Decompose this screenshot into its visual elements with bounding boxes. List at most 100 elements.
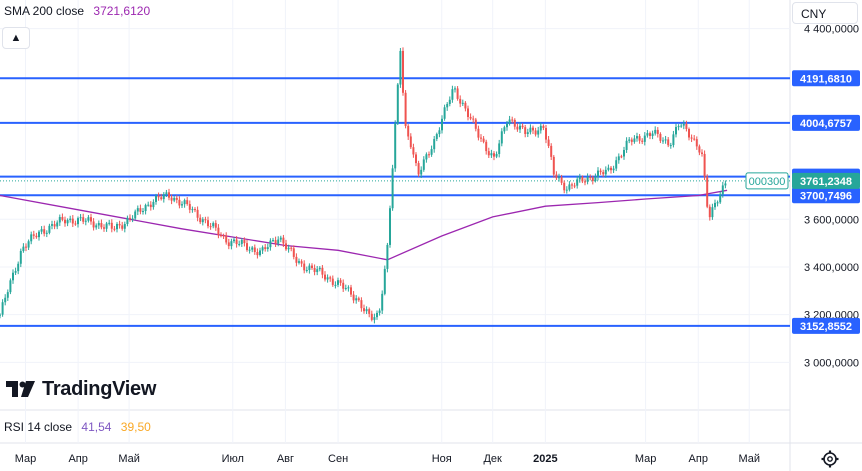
candle-body (623, 149, 625, 157)
x-tick-label: Мар (635, 453, 657, 465)
candle-body (248, 249, 251, 251)
candle-body (53, 224, 56, 227)
candle-body (240, 239, 243, 244)
level-label-bg (792, 187, 860, 204)
candle-body (417, 163, 420, 175)
candle-body (391, 168, 394, 209)
candle-body (641, 140, 644, 142)
candle-body (425, 154, 428, 160)
level-label: 3700,7496 (800, 190, 852, 202)
collapse-legend-button[interactable]: ▲ (2, 27, 30, 49)
candle-body (170, 197, 173, 201)
candle-body (277, 239, 280, 244)
candle-body (227, 242, 230, 247)
candle-body (313, 267, 316, 273)
candle-body (105, 223, 108, 229)
candle-body (584, 181, 586, 183)
sma-legend: SMA 200 close 3721,6120 (4, 4, 150, 18)
candle-body (100, 223, 103, 228)
candle-body (454, 88, 456, 90)
candle-body (233, 239, 235, 242)
x-tick-label: Май (738, 453, 760, 465)
candle-body (272, 240, 274, 242)
candle-body (30, 234, 33, 242)
candle-body (545, 128, 547, 140)
candle-body (409, 136, 412, 148)
level-label: 3152,8552 (800, 321, 852, 333)
candle-body (597, 170, 599, 177)
rsi-value: 41,54 (81, 420, 112, 434)
candle-body (591, 177, 594, 181)
candle-body (719, 194, 722, 203)
candle-body (121, 225, 124, 229)
candle-body (329, 277, 332, 279)
candle-body (256, 252, 259, 256)
candle-body (116, 223, 118, 230)
candle-body (214, 223, 217, 228)
candle-body (131, 218, 134, 220)
rsi-ma-value: 39,50 (120, 420, 151, 434)
candle-body (428, 154, 430, 156)
candle-body (472, 118, 475, 120)
candle-body (344, 288, 347, 290)
candle-body (662, 140, 664, 142)
candle-body (326, 277, 329, 280)
candle-body (503, 127, 506, 132)
candle-body (14, 271, 17, 273)
candle-body (612, 168, 615, 171)
candle-body (266, 247, 269, 249)
candle-body (32, 234, 35, 236)
level-label: 4004,6757 (800, 118, 852, 130)
candle-body (251, 247, 254, 250)
candle-body (339, 280, 342, 283)
candle-body (160, 197, 163, 200)
candle-body (56, 222, 59, 227)
candle-body (506, 123, 508, 128)
candle-body (204, 219, 207, 221)
candle-body (246, 243, 248, 251)
candle-body (500, 131, 503, 144)
candle-body (464, 102, 467, 109)
candle-body (118, 223, 121, 226)
candle-body (521, 125, 524, 128)
rsi-label: RSI 14 close (4, 420, 73, 434)
currency-selector[interactable]: CNY (792, 2, 858, 24)
candle-body (79, 217, 82, 219)
candle-body (209, 226, 212, 228)
candle-body (701, 152, 703, 154)
x-tick-label: 2025 (533, 453, 557, 465)
chevron-up-icon: ▲ (10, 32, 22, 44)
candle-body (438, 130, 441, 135)
candle-body (22, 246, 25, 251)
candle-body (573, 185, 576, 187)
candle-body (92, 221, 95, 228)
candle-body (638, 136, 641, 141)
candle-body (285, 243, 287, 250)
settings-gear-icon[interactable] (820, 449, 840, 469)
candle-body (480, 137, 482, 139)
candle-body (222, 235, 225, 237)
candle-body (196, 209, 199, 218)
tradingview-logo: TradingView (6, 377, 156, 401)
tradingview-logo-icon (6, 381, 35, 397)
candle-body (539, 125, 542, 131)
rsi-legend: RSI 14 close 41,54 39,50 (4, 420, 151, 434)
candle-body (90, 217, 92, 222)
candle-body (399, 50, 402, 85)
candle-body (365, 309, 368, 312)
candle-body (688, 128, 690, 138)
candle-body (279, 237, 282, 240)
sma-value: 3721,6120 (93, 4, 151, 18)
horizontal-levels (0, 77, 790, 327)
candle-body (103, 227, 105, 229)
candle-body (225, 235, 228, 243)
candle-body (607, 167, 610, 170)
candle-body (555, 174, 558, 179)
candle-body (238, 243, 241, 245)
candle-body (74, 223, 77, 225)
candle-body (123, 223, 126, 229)
candle-body (183, 200, 186, 205)
candle-body (646, 133, 649, 136)
